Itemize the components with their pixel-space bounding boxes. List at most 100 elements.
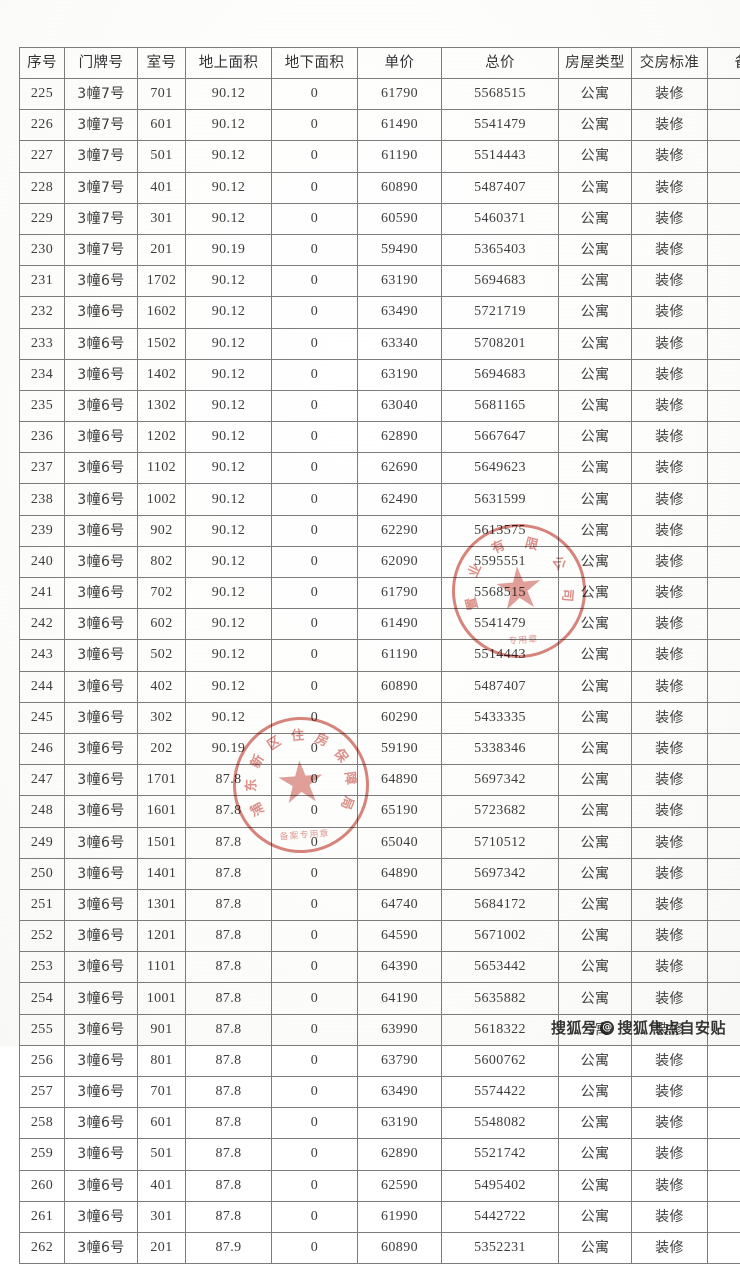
price-listing-table-container: 序号 门牌号 室号 地上面积 地下面积 单价 总价 房屋类型 交房标准 备注 2… (19, 47, 721, 1264)
cell-unit-price: 62890 (358, 1139, 442, 1170)
cell-unit-price: 62890 (358, 422, 442, 453)
cell-delivery-standard: 装修 (632, 1045, 708, 1076)
cell-total-price: 5694683 (442, 266, 559, 297)
cell-room-no: 501 (138, 1139, 186, 1170)
cell-unit-price: 64890 (358, 765, 442, 796)
cell-delivery-standard: 装修 (632, 141, 708, 172)
cell-door-no: 3幢6号 (65, 640, 138, 671)
cell-unit-price: 62290 (358, 515, 442, 546)
cell-room-no: 1402 (138, 359, 186, 390)
cell-room-no: 1002 (138, 484, 186, 515)
cell-remarks (708, 546, 740, 577)
cell-door-no: 3幢6号 (65, 765, 138, 796)
cell-below-area: 0 (272, 141, 358, 172)
cell-below-area: 0 (272, 359, 358, 390)
cell-room-no: 402 (138, 671, 186, 702)
cell-room-no: 701 (138, 79, 186, 110)
cell-index: 234 (20, 359, 65, 390)
cell-house-type: 公寓 (559, 921, 632, 952)
cell-delivery-standard: 装修 (632, 765, 708, 796)
cell-house-type: 公寓 (559, 297, 632, 328)
cell-above-area: 90.12 (186, 702, 272, 733)
cell-room-no: 302 (138, 702, 186, 733)
cell-door-no: 3幢6号 (65, 515, 138, 546)
cell-total-price: 5653442 (442, 952, 559, 983)
cell-below-area: 0 (272, 515, 358, 546)
cell-room-no: 202 (138, 733, 186, 764)
cell-room-no: 201 (138, 234, 186, 265)
cell-index: 259 (20, 1139, 65, 1170)
cell-below-area: 0 (272, 1232, 358, 1263)
cell-index: 250 (20, 858, 65, 889)
cell-total-price: 5600762 (442, 1045, 559, 1076)
cell-remarks (708, 266, 740, 297)
cell-above-area: 90.12 (186, 297, 272, 328)
cell-index: 248 (20, 796, 65, 827)
cell-below-area: 0 (272, 453, 358, 484)
cell-room-no: 1602 (138, 297, 186, 328)
cell-below-area: 0 (272, 422, 358, 453)
scanned-page: 序号 门牌号 室号 地上面积 地下面积 单价 总价 房屋类型 交房标准 备注 2… (0, 0, 740, 1046)
cell-index: 238 (20, 484, 65, 515)
cell-unit-price: 63340 (358, 328, 442, 359)
cell-index: 226 (20, 110, 65, 141)
cell-house-type: 公寓 (559, 515, 632, 546)
cell-door-no: 3幢6号 (65, 827, 138, 858)
cell-room-no: 501 (138, 141, 186, 172)
cell-below-area: 0 (272, 609, 358, 640)
cell-above-area: 87.8 (186, 1045, 272, 1076)
cell-delivery-standard: 装修 (632, 297, 708, 328)
cell-total-price: 5460371 (442, 203, 559, 234)
cell-door-no: 3幢6号 (65, 889, 138, 920)
cell-remarks (708, 390, 740, 421)
cell-room-no: 1302 (138, 390, 186, 421)
cell-below-area: 0 (272, 733, 358, 764)
cell-room-no: 1701 (138, 765, 186, 796)
cell-delivery-standard: 装修 (632, 79, 708, 110)
cell-unit-price: 63190 (358, 1108, 442, 1139)
cell-index: 239 (20, 515, 65, 546)
column-header-door-no: 门牌号 (65, 48, 138, 79)
cell-delivery-standard: 装修 (632, 578, 708, 609)
cell-index: 245 (20, 702, 65, 733)
column-header-index: 序号 (20, 48, 65, 79)
cell-total-price: 5667647 (442, 422, 559, 453)
cell-remarks (708, 172, 740, 203)
cell-house-type: 公寓 (559, 983, 632, 1014)
cell-index: 253 (20, 952, 65, 983)
cell-above-area: 90.12 (186, 359, 272, 390)
cell-door-no: 3幢6号 (65, 1045, 138, 1076)
cell-delivery-standard: 装修 (632, 484, 708, 515)
cell-unit-price: 62490 (358, 484, 442, 515)
cell-unit-price: 59190 (358, 733, 442, 764)
cell-house-type: 公寓 (559, 889, 632, 920)
cell-above-area: 90.12 (186, 671, 272, 702)
cell-room-no: 502 (138, 640, 186, 671)
cell-below-area: 0 (272, 889, 358, 920)
cell-below-area: 0 (272, 328, 358, 359)
cell-house-type: 公寓 (559, 796, 632, 827)
cell-remarks (708, 422, 740, 453)
cell-door-no: 3幢6号 (65, 328, 138, 359)
cell-unit-price: 61490 (358, 110, 442, 141)
cell-delivery-standard: 装修 (632, 390, 708, 421)
cell-house-type: 公寓 (559, 1045, 632, 1076)
cell-delivery-standard: 装修 (632, 671, 708, 702)
cell-below-area: 0 (272, 1077, 358, 1108)
cell-unit-price: 62690 (358, 453, 442, 484)
cell-room-no: 401 (138, 1170, 186, 1201)
cell-room-no: 1702 (138, 266, 186, 297)
cell-index: 243 (20, 640, 65, 671)
cell-unit-price: 61990 (358, 1201, 442, 1232)
cell-delivery-standard: 装修 (632, 359, 708, 390)
